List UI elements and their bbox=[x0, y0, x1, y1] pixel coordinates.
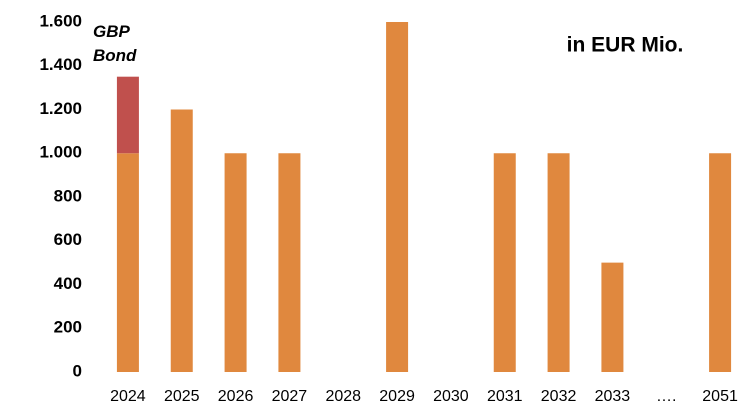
bar bbox=[116, 76, 139, 154]
unit-annotation: in EUR Mio. bbox=[567, 34, 684, 57]
bar bbox=[547, 153, 570, 372]
y-tick-label: 800 bbox=[54, 186, 82, 205]
y-tick-label: 600 bbox=[54, 230, 82, 249]
x-tick-label: 2031 bbox=[487, 388, 523, 405]
y-tick-label: 0 bbox=[73, 361, 82, 380]
x-tick-label: 2029 bbox=[379, 388, 415, 405]
bar bbox=[709, 153, 732, 372]
bar bbox=[170, 109, 193, 372]
x-tick-label: 2027 bbox=[272, 388, 308, 405]
x-tick-label: 2028 bbox=[325, 388, 361, 405]
x-tick-label: 2033 bbox=[595, 388, 631, 405]
x-tick-label: 2051 bbox=[702, 388, 738, 405]
bar bbox=[116, 153, 139, 372]
series-annotation: GBP Bond bbox=[93, 22, 137, 65]
y-tick-label: 200 bbox=[54, 318, 82, 337]
y-tick-label: 1.000 bbox=[39, 143, 82, 162]
y-tick-label: 1.600 bbox=[39, 11, 82, 30]
bar bbox=[386, 22, 409, 372]
bar bbox=[493, 153, 516, 372]
x-tick-label: 2024 bbox=[110, 388, 146, 405]
x-tick-label: 2025 bbox=[164, 388, 200, 405]
x-tick-label: 2030 bbox=[433, 388, 469, 405]
y-tick-label: 400 bbox=[54, 274, 82, 293]
bar bbox=[224, 153, 247, 372]
bar bbox=[601, 262, 624, 372]
x-tick-label: 2032 bbox=[541, 388, 577, 405]
x-tick-label: …. bbox=[656, 388, 676, 405]
x-tick-label: 2026 bbox=[218, 388, 254, 405]
bar bbox=[278, 153, 301, 372]
y-tick-label: 1.200 bbox=[39, 99, 82, 118]
y-tick-label: 1.400 bbox=[39, 55, 82, 74]
